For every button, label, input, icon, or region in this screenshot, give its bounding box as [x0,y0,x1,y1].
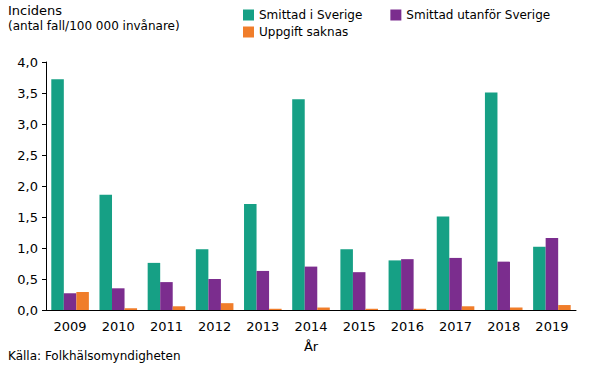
svg-text:Smittad i Sverige: Smittad i Sverige [259,8,362,22]
svg-text:2016: 2016 [391,319,424,334]
svg-text:2010: 2010 [102,319,135,334]
svg-text:Källa: Folkhälsomyndigheten: Källa: Folkhälsomyndigheten [8,349,181,363]
svg-text:2014: 2014 [294,319,327,334]
svg-text:År: År [304,339,319,354]
svg-text:2,0: 2,0 [17,179,38,194]
svg-text:Uppgift saknas: Uppgift saknas [259,25,348,39]
svg-text:3,5: 3,5 [17,86,38,101]
svg-text:2,5: 2,5 [17,148,38,163]
svg-text:1,0: 1,0 [17,241,38,256]
svg-text:2011: 2011 [150,319,183,334]
svg-text:0,0: 0,0 [17,303,38,318]
svg-text:2019: 2019 [535,319,568,334]
svg-text:Smittad utanför Sverige: Smittad utanför Sverige [406,8,550,22]
svg-text:2018: 2018 [487,319,520,334]
svg-text:Incidens: Incidens [8,3,62,18]
svg-text:2013: 2013 [246,319,279,334]
svg-text:(antal fall/100 000 invånare): (antal fall/100 000 invånare) [8,19,180,33]
svg-text:2017: 2017 [439,319,472,334]
svg-text:2009: 2009 [54,319,87,334]
svg-text:2012: 2012 [198,319,231,334]
svg-text:1,5: 1,5 [17,210,38,225]
svg-text:2015: 2015 [343,319,376,334]
svg-text:4,0: 4,0 [17,55,38,70]
svg-text:3,0: 3,0 [17,117,38,132]
svg-text:0,5: 0,5 [17,272,38,287]
